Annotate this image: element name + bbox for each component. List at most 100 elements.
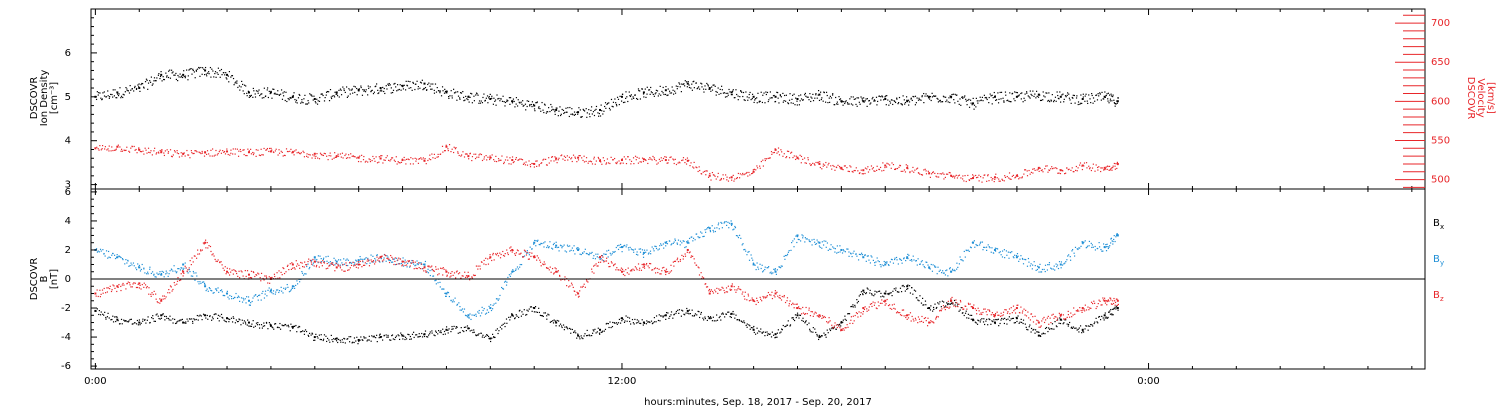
sample-point	[257, 92, 259, 94]
sample-point	[888, 104, 890, 106]
sample-point	[1031, 268, 1033, 270]
sample-point	[834, 251, 836, 253]
sample-point	[405, 80, 407, 82]
sample-point	[675, 163, 678, 166]
sample-point	[956, 268, 958, 270]
sample-point	[1073, 94, 1076, 97]
sample-point	[957, 303, 959, 305]
sample-point	[777, 91, 779, 94]
sample-point	[1111, 100, 1113, 102]
sample-point	[351, 155, 353, 157]
sample-point	[852, 104, 854, 106]
sample-point	[560, 113, 562, 115]
sample-point	[575, 332, 577, 334]
sample-point	[456, 303, 459, 305]
sample-point	[671, 243, 673, 245]
sample-point	[781, 329, 783, 331]
sample-point	[528, 254, 530, 256]
sample-point	[107, 95, 109, 97]
sample-point	[122, 258, 124, 261]
sample-point	[1039, 99, 1042, 102]
sample-point	[397, 334, 399, 336]
sample-point	[163, 295, 166, 297]
sample-point	[358, 88, 360, 90]
sample-point	[531, 162, 533, 165]
sample-point	[506, 249, 508, 251]
sample-point	[267, 328, 269, 330]
sample-point	[297, 326, 299, 329]
sample-point	[339, 265, 341, 267]
sample-point	[584, 286, 586, 288]
sample-point	[165, 270, 167, 272]
sample-point	[509, 157, 511, 159]
sample-point	[459, 331, 461, 334]
sample-point	[959, 256, 961, 258]
sample-point	[282, 267, 284, 269]
sample-point	[140, 322, 142, 324]
sample-point	[661, 315, 663, 317]
sample-point	[403, 335, 405, 337]
sample-point	[120, 95, 123, 97]
sample-point	[528, 160, 530, 162]
sample-point	[642, 256, 645, 258]
sample-point	[257, 299, 259, 301]
sample-point	[341, 262, 343, 264]
sample-point	[110, 93, 112, 96]
sample-point	[400, 332, 402, 334]
sample-point	[332, 262, 334, 264]
sample-point	[494, 253, 497, 255]
sample-point	[128, 150, 130, 152]
sample-point	[551, 267, 554, 270]
sample-point	[460, 92, 463, 94]
sample-point	[231, 75, 233, 77]
sample-point	[670, 314, 672, 316]
sample-point	[419, 81, 422, 83]
sample-point	[552, 322, 555, 324]
sample-point	[759, 100, 761, 102]
sample-point	[385, 334, 387, 336]
sample-point	[176, 150, 178, 152]
sample-point	[315, 266, 317, 268]
sample-point	[551, 156, 553, 158]
sample-point	[367, 257, 369, 260]
sample-point	[95, 295, 97, 297]
sample-point	[500, 286, 503, 289]
sample-point	[854, 169, 856, 172]
sample-point	[1026, 328, 1028, 331]
sample-point	[923, 265, 925, 268]
sample-point	[930, 173, 933, 175]
sample-point	[837, 251, 839, 253]
sample-point	[347, 338, 349, 340]
sample-point	[521, 159, 524, 161]
sample-point	[676, 88, 678, 90]
sample-point	[203, 281, 205, 283]
sample-point	[545, 164, 548, 166]
sample-point	[481, 159, 484, 162]
sample-point	[513, 100, 515, 103]
sample-point	[577, 159, 580, 161]
sample-point	[305, 103, 307, 105]
sample-point	[706, 170, 708, 172]
sample-point	[208, 287, 210, 289]
sample-point	[385, 157, 387, 159]
sample-point	[597, 265, 599, 267]
sample-point	[301, 270, 303, 273]
sample-point	[361, 260, 364, 262]
sample-point	[1095, 317, 1097, 319]
sample-point	[418, 336, 420, 338]
sample-point	[708, 88, 710, 90]
sample-point	[1114, 102, 1116, 105]
sample-point	[780, 331, 782, 333]
sample-point	[1051, 268, 1053, 270]
sample-point	[817, 89, 820, 92]
sample-point	[111, 318, 113, 321]
sample-point	[775, 273, 777, 275]
sample-point	[792, 318, 795, 320]
sample-point	[199, 152, 201, 154]
sample-point	[878, 290, 881, 292]
sample-point	[939, 269, 941, 271]
sample-point	[748, 250, 750, 253]
sample-point	[712, 229, 714, 232]
sample-point	[165, 273, 167, 275]
sample-point	[367, 94, 369, 96]
